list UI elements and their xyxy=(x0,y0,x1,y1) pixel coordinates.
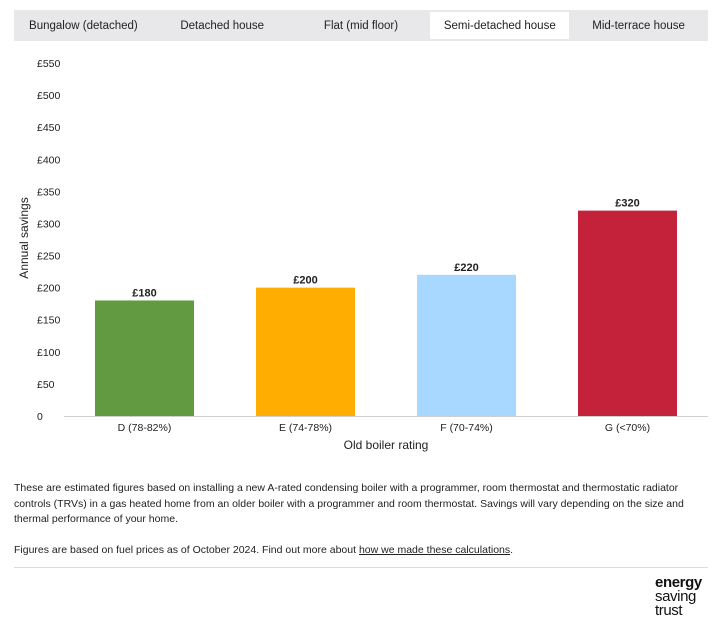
y-tick-label: £350 xyxy=(37,186,61,198)
footer-divider xyxy=(14,567,708,568)
logo-line-saving: saving xyxy=(655,588,696,605)
y-tick-label: £50 xyxy=(37,379,55,391)
y-axis-label: Annual savings xyxy=(17,197,31,278)
fuel-prices-period: . xyxy=(510,544,514,556)
estimate-note: These are estimated figures based on ins… xyxy=(14,482,684,525)
y-tick-label: £500 xyxy=(37,90,61,102)
x-tick-label: F (70-74%) xyxy=(440,422,493,434)
house-type-tabs: Bungalow (detached) Detached house Flat … xyxy=(14,10,708,41)
logo-line-trust: trust xyxy=(655,602,683,619)
bar xyxy=(95,300,194,416)
data-label: £180 xyxy=(132,287,156,299)
tab-flat-mid-floor[interactable]: Flat (mid floor) xyxy=(323,19,399,32)
x-tick-label: D (78-82%) xyxy=(118,422,172,434)
bar xyxy=(578,210,677,416)
bar xyxy=(417,274,516,416)
x-axis-label: Old boiler rating xyxy=(344,438,429,452)
data-label: £220 xyxy=(454,262,478,274)
fuel-prices-text: Figures are based on fuel prices as of O… xyxy=(14,544,359,556)
savings-bar-chart: 0 £50 £100 £150 £200 £250 £300 £350 £400 £450 £500… xyxy=(17,58,708,452)
y-tick-label: 0 xyxy=(37,411,43,423)
energy-saving-trust-logo: energy saving trust xyxy=(655,574,702,619)
logo-line-energy: energy xyxy=(655,574,702,591)
y-tick-label: £250 xyxy=(37,251,61,263)
tab-semi-detached-house[interactable]: Semi-detached house xyxy=(430,10,570,41)
tab-detached-house[interactable]: Detached house xyxy=(180,19,265,32)
bar xyxy=(256,287,355,416)
fuel-prices-note: Figures are based on fuel prices as of O… xyxy=(14,543,708,559)
y-tick-label: £550 xyxy=(37,58,61,70)
data-label: £200 xyxy=(293,275,317,287)
y-tick-label: £200 xyxy=(37,283,61,295)
y-tick-label: £150 xyxy=(37,315,61,327)
tab-mid-terrace-house[interactable]: Mid-terrace house xyxy=(592,19,685,32)
y-tick-label: £100 xyxy=(37,347,61,359)
data-label: £320 xyxy=(615,198,639,210)
x-tick-label: E (74-78%) xyxy=(279,422,332,434)
calculations-link[interactable]: how we made these calculations xyxy=(358,544,511,556)
y-tick-label: £300 xyxy=(37,218,61,230)
x-tick-label: G (<70%) xyxy=(605,422,650,434)
y-tick-label: £450 xyxy=(37,122,61,134)
tab-bungalow-detached[interactable]: Bungalow (detached) xyxy=(29,19,138,32)
y-tick-label: £400 xyxy=(37,154,61,166)
